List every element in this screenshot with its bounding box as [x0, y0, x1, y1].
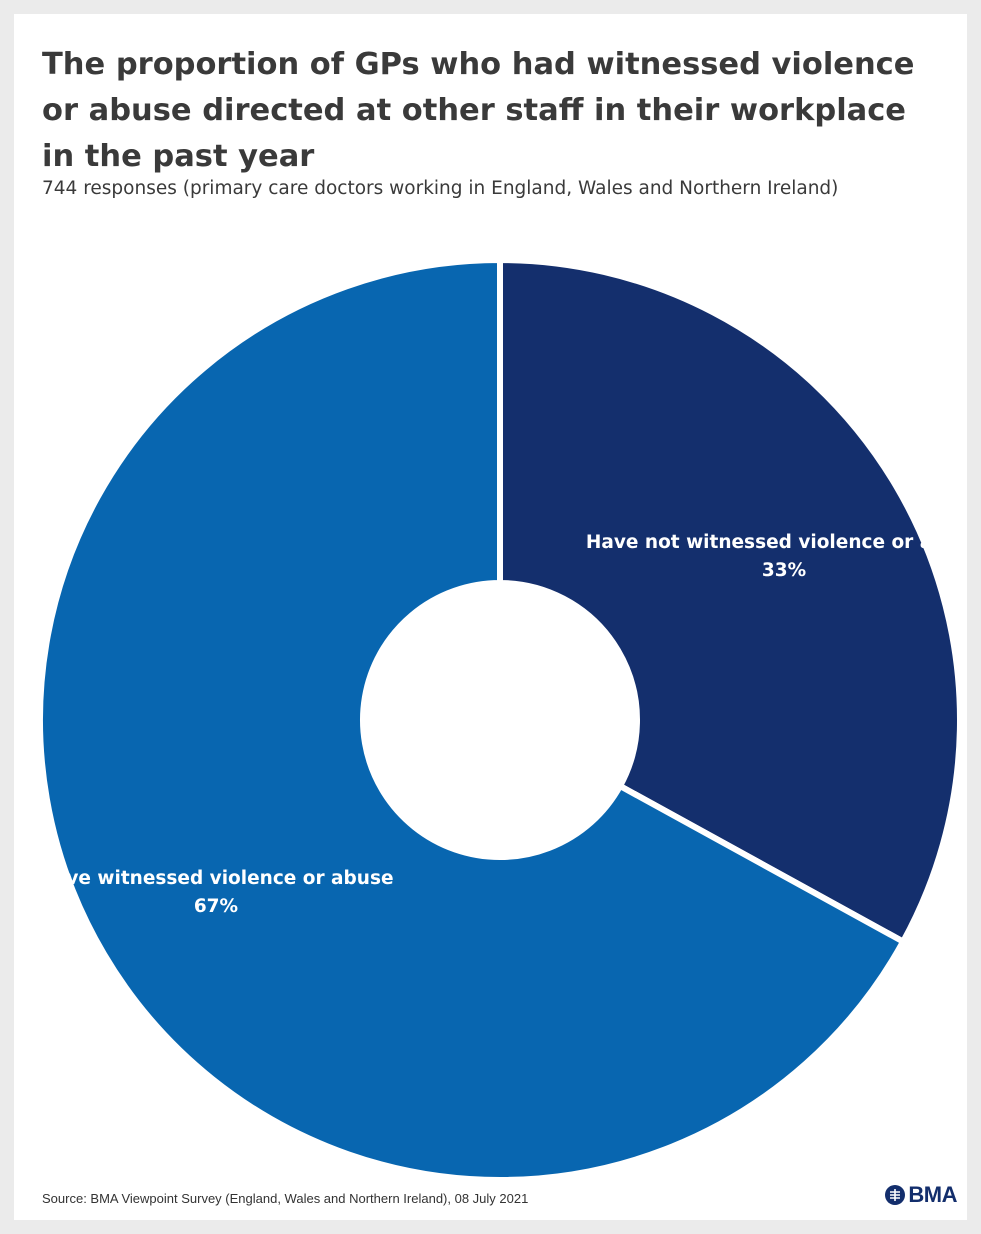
- bma-logo-text: BMA: [908, 1182, 957, 1207]
- source-note: Source: BMA Viewpoint Survey (England, W…: [42, 1191, 529, 1206]
- donut-slice-0: [497, 256, 963, 946]
- donut-chart: Have not witnessed violence or abuse 33% H…: [37, 256, 967, 1183]
- slice-value-0: 33%: [762, 560, 806, 581]
- chart-title: The proportion of GPs who had witnessed …: [42, 47, 915, 174]
- slice-value-1: 67%: [194, 896, 238, 917]
- donut-slice-1: [37, 256, 908, 1183]
- bma-crest-icon: [885, 1185, 906, 1205]
- bma-logo: BMA: [884, 1182, 957, 1208]
- slice-label-1: Have witnessed violence or abuse: [38, 868, 393, 889]
- slice-label-0: Have not witnessed violence or abuse: [586, 532, 967, 553]
- chart-card: The proportion of GPs who had witnessed …: [14, 14, 967, 1220]
- chart-subtitle: 744 responses (primary care doctors work…: [42, 178, 839, 199]
